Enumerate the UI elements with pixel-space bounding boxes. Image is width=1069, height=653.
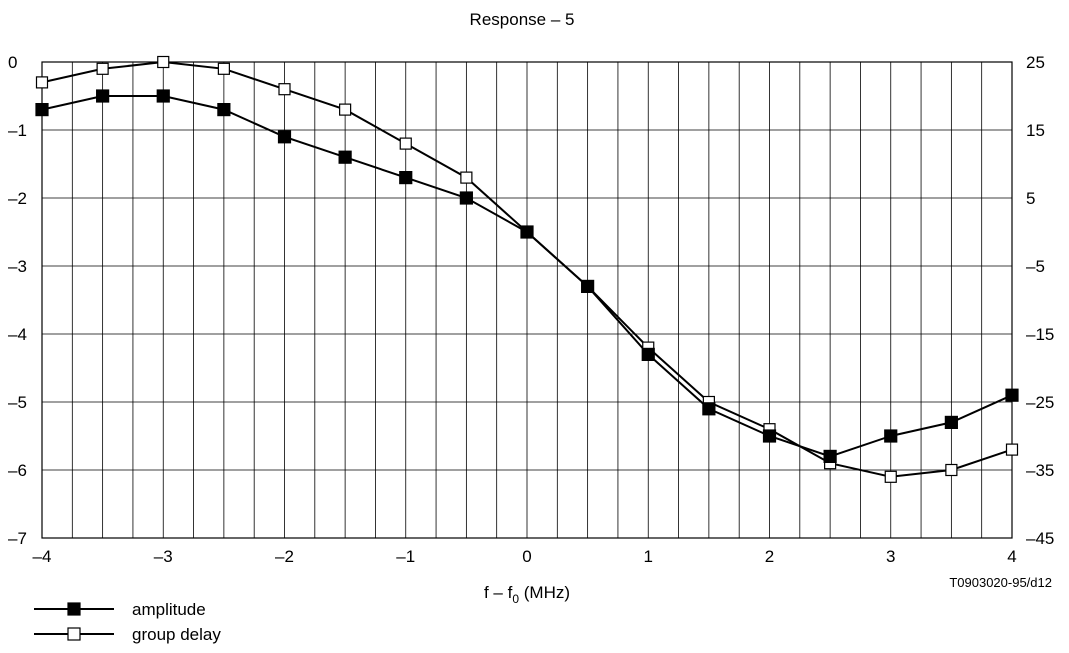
grid xyxy=(42,62,1012,538)
y-right-tick-label: –5 xyxy=(1026,257,1045,276)
data-point-amplitude xyxy=(944,415,958,429)
data-point-group-delay xyxy=(278,83,291,96)
data-point-amplitude xyxy=(520,225,534,239)
x-tick-label: 0 xyxy=(522,547,531,566)
data-point-amplitude xyxy=(762,429,777,443)
y-left-tick-label: –7 xyxy=(8,529,27,548)
x-tick-label: –4 xyxy=(33,547,52,566)
y-left-tick-labels: 0 –1 –2 –3 –4 –5 –6 –7 xyxy=(8,53,27,548)
data-point-amplitude xyxy=(96,89,110,103)
x-tick-label: 4 xyxy=(1007,547,1016,566)
legend: amplitude group delay xyxy=(34,600,221,644)
x-tick-label: 1 xyxy=(644,547,653,566)
y-left-tick-label: –4 xyxy=(8,325,27,344)
data-point-amplitude xyxy=(217,102,231,117)
x-axis-label-subscript: 0 xyxy=(512,592,519,606)
x-tick-label: –1 xyxy=(396,547,415,566)
data-point-amplitude xyxy=(277,130,292,144)
data-point-amplitude xyxy=(641,347,655,361)
data-point-group-delay xyxy=(945,463,958,477)
y-right-tick-label: 25 xyxy=(1026,53,1045,72)
x-tick-label: –3 xyxy=(154,547,173,566)
y-right-tick-labels: 25 15 5 –5 –15 –25 –35 –45 xyxy=(1026,53,1054,548)
data-point-group-delay xyxy=(1005,443,1019,456)
series-layer xyxy=(35,55,1019,483)
x-tick-label: 2 xyxy=(765,547,774,566)
y-right-tick-label: –25 xyxy=(1026,393,1054,412)
y-left-tick-label: 0 xyxy=(8,53,17,72)
data-point-group-delay xyxy=(35,76,49,89)
x-tick-labels: –4 –3 –2 –1 0 1 2 3 4 xyxy=(33,547,1017,566)
data-point-amplitude xyxy=(823,449,837,463)
data-point-group-delay xyxy=(460,171,473,184)
y-right-tick-label: 5 xyxy=(1026,189,1035,208)
data-point-amplitude xyxy=(884,429,898,443)
data-point-group-delay xyxy=(157,55,170,69)
y-left-tick-label: –1 xyxy=(8,121,27,140)
data-point-group-delay xyxy=(339,103,352,116)
y-right-tick-label: –35 xyxy=(1026,461,1054,480)
x-axis-label-unit: (MHz) xyxy=(519,583,570,602)
data-point-group-delay xyxy=(884,470,897,483)
data-point-amplitude xyxy=(1005,388,1019,402)
y-right-tick-label: –45 xyxy=(1026,529,1054,548)
y-right-tick-label: 15 xyxy=(1026,121,1045,140)
data-point-amplitude xyxy=(35,102,49,117)
data-point-amplitude xyxy=(399,171,413,185)
x-tick-label: –2 xyxy=(275,547,294,566)
data-point-group-delay xyxy=(96,62,109,75)
data-point-amplitude xyxy=(338,150,352,164)
data-point-amplitude xyxy=(702,402,716,416)
legend-label: group delay xyxy=(132,625,221,644)
data-point-amplitude xyxy=(156,89,170,103)
legend-label: amplitude xyxy=(132,600,206,619)
x-axis-label: f – f0 (MHz) xyxy=(484,583,570,606)
data-point-amplitude xyxy=(581,279,595,293)
chart-title: Response – 5 xyxy=(470,10,575,29)
y-left-tick-label: –2 xyxy=(8,189,27,208)
y-right-tick-label: –15 xyxy=(1026,325,1054,344)
data-point-group-delay xyxy=(217,62,230,75)
legend-marker xyxy=(67,627,81,641)
data-point-group-delay xyxy=(399,137,412,150)
legend-marker xyxy=(67,602,81,616)
data-point-amplitude xyxy=(459,191,473,205)
plot-frame xyxy=(41,61,1013,539)
x-axis-label-main: f – f xyxy=(484,583,513,602)
y-left-tick-label: –3 xyxy=(8,257,27,276)
y-left-tick-label: –6 xyxy=(8,461,27,480)
figure-reference: T0903020-95/d12 xyxy=(949,575,1052,590)
x-tick-label: 3 xyxy=(886,547,895,566)
y-left-tick-label: –5 xyxy=(8,393,27,412)
